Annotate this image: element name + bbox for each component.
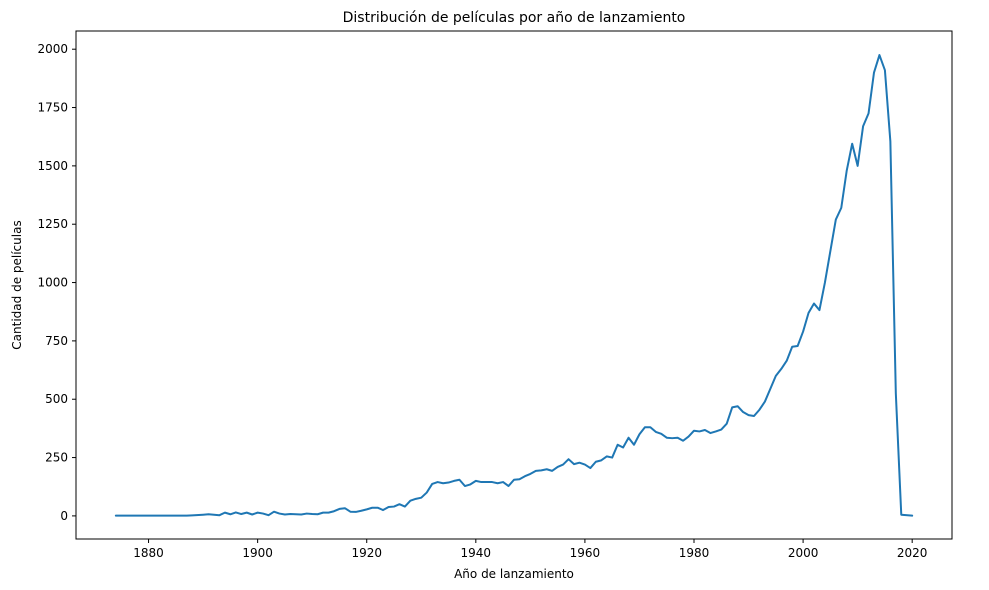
x-tick-label: 1880 bbox=[133, 546, 164, 560]
x-tick-label: 1980 bbox=[679, 546, 710, 560]
y-tick-label: 1750 bbox=[37, 101, 68, 115]
y-tick-label: 2000 bbox=[37, 42, 68, 56]
x-tick-label: 1960 bbox=[570, 546, 601, 560]
x-tick-label: 1900 bbox=[242, 546, 273, 560]
x-axis: 1880 1900 1920 1940 1960 1980 2000 2020 bbox=[133, 539, 927, 560]
x-tick-label: 1940 bbox=[461, 546, 492, 560]
y-tick-label: 250 bbox=[45, 451, 68, 465]
plot-area-frame bbox=[75, 30, 953, 540]
y-tick-label: 1000 bbox=[37, 276, 68, 290]
y-tick-label: 0 bbox=[60, 509, 68, 523]
series-line bbox=[114, 54, 914, 517]
x-axis-title: Año de lanzamiento bbox=[454, 567, 574, 581]
x-tick-label: 1920 bbox=[351, 546, 382, 560]
x-tick-label: 2020 bbox=[897, 546, 928, 560]
chart-title: Distribución de películas por año de lan… bbox=[343, 10, 686, 26]
y-tick-label: 1500 bbox=[37, 159, 68, 173]
y-tick-label: 1250 bbox=[37, 217, 68, 231]
y-tick-label: 500 bbox=[45, 392, 68, 406]
y-tick-label: 750 bbox=[45, 334, 68, 348]
y-axis: 0 250 500 750 1000 1250 1500 1750 2000 bbox=[37, 42, 76, 523]
x-tick-label: 2000 bbox=[788, 546, 819, 560]
y-axis-title: Cantidad de películas bbox=[10, 220, 24, 349]
